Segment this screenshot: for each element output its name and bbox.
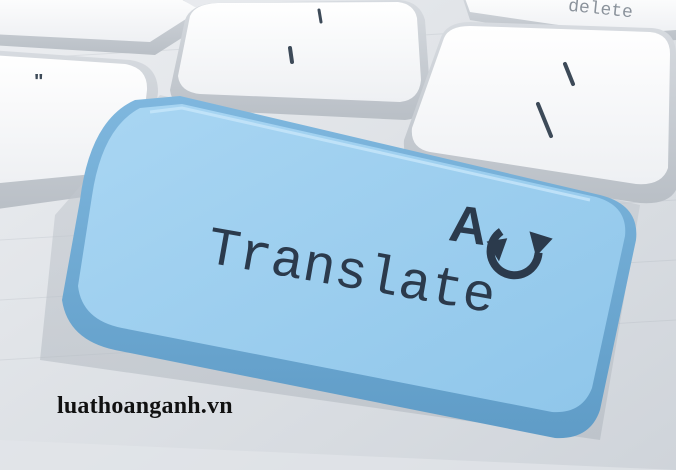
key-top-left[interactable] [0, 0, 210, 55]
watermark-text: luathoanganh.vn [57, 393, 233, 419]
delete-key-label: delete [567, 0, 634, 23]
translate-icon: A [446, 194, 553, 280]
key-legend-mark [536, 102, 553, 138]
key-right[interactable] [403, 22, 676, 204]
key-legend-mark [563, 62, 575, 86]
key-legend-mark [317, 8, 323, 24]
key-legend-mark [288, 46, 294, 64]
key-top-middle[interactable] [170, 0, 430, 120]
translate-key[interactable]: Translate A [62, 96, 637, 439]
key-legend-mark: " [34, 71, 43, 93]
translate-icon-letter: A [446, 194, 491, 257]
